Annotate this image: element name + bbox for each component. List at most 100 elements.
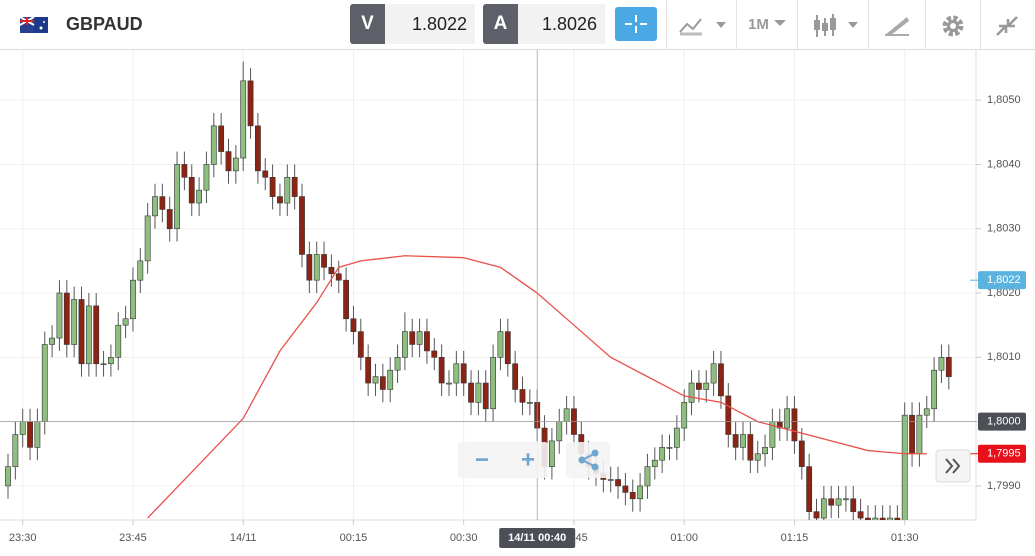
candle-body (277, 196, 283, 204)
candle-body (468, 382, 474, 403)
candle-body (299, 196, 305, 255)
x-tick-label: 23:30 (9, 532, 37, 544)
crosshair-y-label: 1,8000 (987, 416, 1021, 428)
candle-body (909, 414, 915, 455)
candle-body (5, 466, 11, 487)
crosshair-x-label: 14/11 00:40 (508, 532, 566, 544)
candle-body (240, 80, 247, 159)
candle-body (504, 331, 511, 365)
y-tick-label: 1,8040 (987, 158, 1021, 170)
candle-body (210, 125, 217, 165)
candle-body (806, 466, 813, 512)
candle-body (872, 517, 879, 520)
zoom-out[interactable]: − (475, 446, 489, 473)
price-tag-box (978, 444, 1026, 463)
candle-body (901, 414, 908, 520)
candle-body (115, 324, 122, 358)
share-dot (591, 449, 599, 457)
candle-body (357, 331, 364, 358)
candle-type-button[interactable] (812, 12, 860, 40)
candle-body (923, 408, 930, 416)
candle-body (269, 177, 276, 197)
candle-body (673, 427, 680, 448)
candle-body (857, 511, 864, 519)
crosshair-button[interactable] (615, 7, 657, 41)
candle-body (688, 382, 695, 403)
candle-body (313, 254, 320, 281)
candle-body (784, 408, 790, 429)
candle-body (894, 517, 901, 520)
chart-type-button[interactable] (678, 14, 728, 36)
candle-body (732, 434, 739, 448)
settings-button[interactable] (940, 13, 966, 39)
price-tag-box (978, 271, 1026, 290)
candle-body (754, 453, 761, 461)
candle-body (938, 357, 945, 371)
candle-body (387, 369, 394, 390)
separator (736, 0, 737, 50)
candle-body (144, 215, 151, 262)
candle-body (159, 196, 166, 210)
candle-body (820, 498, 827, 519)
toolbar: GBPAUD V 1.8022 A 1.8026 1M (0, 0, 1035, 50)
candle-body (813, 511, 820, 519)
candle-body (798, 440, 805, 467)
flag-icon (20, 17, 48, 33)
share-dot (591, 463, 599, 471)
candle-body (842, 498, 849, 501)
candle-body (850, 498, 857, 512)
candle-body (512, 363, 519, 390)
bid-price: 1.8022 (385, 4, 475, 44)
zoom-in[interactable]: + (521, 446, 535, 473)
x-tick-label: 01:15 (781, 532, 809, 544)
x-tick-label: 00:15 (340, 532, 368, 544)
candle-body (262, 170, 269, 178)
zoom-panel (458, 442, 548, 478)
candle-body (526, 402, 533, 404)
candle-body (63, 292, 70, 345)
candle-body (931, 369, 937, 410)
candle-body (196, 189, 202, 204)
candle-body (740, 434, 746, 448)
candle-body (681, 402, 688, 429)
candle-body (49, 337, 55, 345)
candle-body (365, 357, 372, 384)
collapse-button[interactable] (995, 15, 1019, 37)
timeframe-button[interactable]: 1M (748, 16, 769, 33)
candle-body (615, 479, 621, 487)
candle-body (166, 209, 173, 230)
candle-body (409, 331, 416, 345)
y-tick-label: 1,8050 (987, 94, 1021, 106)
candle-body (255, 125, 261, 172)
candle-body (284, 177, 291, 204)
candle-body (321, 254, 327, 268)
candle-body (637, 485, 643, 500)
separator (797, 0, 798, 50)
candle-body (247, 80, 254, 127)
candle-body (232, 157, 239, 172)
candle-body (188, 177, 195, 204)
candle-body (130, 279, 136, 320)
candle-body (629, 492, 636, 500)
price-tag-label: 1,7995 (987, 448, 1021, 460)
share-button[interactable] (566, 442, 610, 478)
candle-body (372, 376, 379, 384)
candle-body (482, 382, 489, 410)
y-tick-label: 1,8020 (987, 287, 1021, 299)
candle-body (93, 305, 100, 365)
candle-body (225, 151, 232, 172)
candle-body (122, 318, 129, 326)
candle-body (644, 466, 651, 487)
candle-body (108, 357, 114, 365)
candle-body (453, 363, 460, 384)
candle-body (379, 376, 386, 390)
share-dot (578, 456, 586, 464)
draw-button[interactable] (883, 13, 911, 37)
candle-body (85, 305, 92, 365)
candle-body (34, 421, 41, 448)
candle-body (703, 382, 710, 390)
candle-body (879, 517, 886, 520)
candle-body (27, 421, 33, 448)
candle-body (56, 292, 63, 339)
x-tick-label: 00:30 (450, 532, 478, 544)
